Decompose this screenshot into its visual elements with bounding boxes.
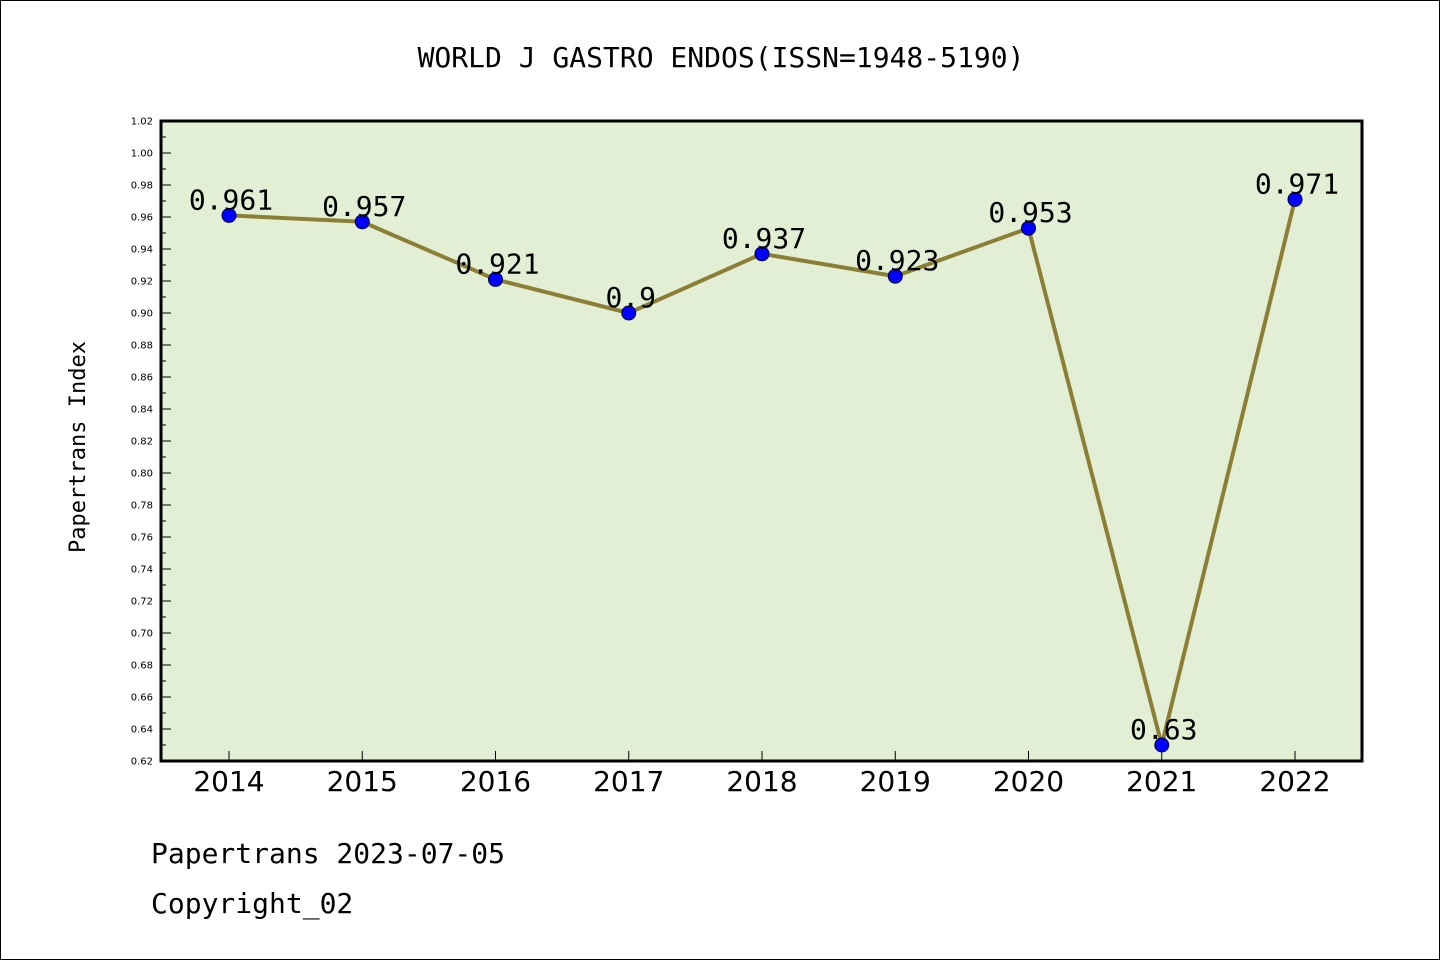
y-tick-label: 0.62: [131, 757, 153, 768]
data-label: 0.921: [455, 247, 539, 280]
data-labels-group: 0.961 0.957 0.921 0.9 0.937 0.923 0.953 0.63 0.9…: [189, 167, 1339, 746]
y-tick-label: 0.98: [131, 181, 153, 192]
data-points-group: [221, 191, 1303, 753]
y-tick-label: 0.66: [131, 693, 153, 704]
x-tick-label: 2020: [993, 765, 1064, 798]
y-tick-label: 0.94: [131, 245, 153, 256]
data-point: [488, 271, 503, 287]
data-point: [887, 268, 903, 284]
y-tick-label: 0.64: [131, 725, 153, 736]
y-tick-label: 0.72: [131, 597, 153, 608]
y-tick-label: 0.70: [131, 629, 153, 640]
y-tick-label: 1.02: [131, 117, 153, 128]
y-tick-label: 1.00: [131, 149, 153, 160]
y-tick-label: 0.88: [131, 341, 153, 352]
chart-title: WORLD J GASTRO ENDOS(ISSN=1948-5190): [418, 41, 1025, 74]
footer-date: Papertrans 2023-07-05: [151, 837, 506, 870]
y-tick-label: 0.78: [131, 501, 153, 512]
data-point: [1287, 191, 1303, 207]
data-label: 0.971: [1255, 167, 1339, 200]
data-label: 0.9: [605, 281, 656, 314]
y-tick-label: 0.96: [131, 213, 153, 224]
y-axis-ticks: 0.62 0.64 0.66 0.68 0.70 0.72 0.74 0.76 0.78 0.80…: [131, 117, 171, 768]
data-point: [354, 214, 370, 230]
x-tick-label: 2014: [193, 765, 264, 798]
x-tick-label: 2017: [593, 765, 664, 798]
x-axis-ticks: 2014 2015 2016 2017 2018 2019 2020 2021 2022: [193, 751, 1331, 798]
footer-copyright: Copyright_02: [151, 887, 354, 920]
y-tick-label: 0.90: [131, 309, 153, 320]
data-point: [621, 305, 637, 321]
y-tick-label: 0.92: [131, 277, 153, 288]
y-tick-label: 0.84: [131, 405, 153, 416]
data-point: [1154, 737, 1170, 753]
data-point: [754, 246, 770, 262]
y-tick-label: 0.80: [131, 469, 153, 480]
data-label: 0.63: [1130, 713, 1197, 746]
y-tick-label: 0.74: [131, 565, 153, 576]
y-axis-label: Papertrans Index: [66, 341, 91, 553]
x-tick-label: 2022: [1259, 765, 1330, 798]
y-tick-label: 0.68: [131, 661, 153, 672]
x-tick-label: 2016: [460, 765, 531, 798]
data-point: [221, 207, 237, 223]
y-tick-label: 0.82: [131, 437, 153, 448]
x-tick-label: 2018: [726, 765, 797, 798]
data-label: 0.953: [988, 196, 1072, 229]
x-tick-label: 2021: [1126, 765, 1197, 798]
data-label: 0.923: [855, 244, 939, 277]
data-label: 0.961: [189, 183, 273, 216]
data-label: 0.957: [322, 190, 406, 223]
x-tick-label: 2019: [860, 765, 931, 798]
y-tick-label: 0.76: [131, 533, 153, 544]
y-tick-label: 0.86: [131, 373, 153, 384]
data-point: [1021, 220, 1036, 236]
data-label: 0.937: [722, 222, 806, 255]
x-tick-label: 2015: [327, 765, 398, 798]
